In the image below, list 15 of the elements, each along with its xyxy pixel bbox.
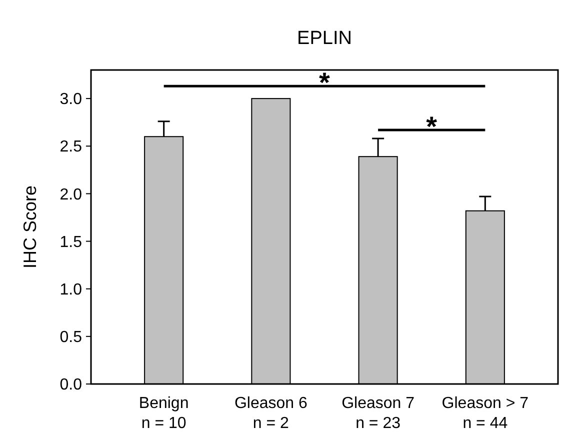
y-tick-label: 1.0 (60, 281, 82, 298)
chart-title: EPLIN (297, 28, 352, 49)
x-tick-label: Gleason 7 n = 23 (342, 395, 415, 432)
y-tick-label: 2.0 (60, 186, 82, 204)
x-tick-label: Gleason 6 n = 2 (234, 395, 308, 432)
y-tick-label: 0.0 (60, 376, 82, 394)
y-tick-label: 3.0 (60, 91, 82, 108)
x-tick-label: Benign n = 10 (138, 395, 189, 432)
y-tick-label: 0.5 (60, 329, 82, 346)
x-tick-label: Gleason > 7 n = 44 (442, 395, 529, 432)
y-tick-label: 2.5 (60, 138, 82, 156)
y-axis-title: IHC Score (20, 185, 40, 269)
y-tick-label: 1.5 (60, 234, 82, 251)
annotation: * (426, 110, 438, 142)
annotation: * (319, 67, 330, 98)
